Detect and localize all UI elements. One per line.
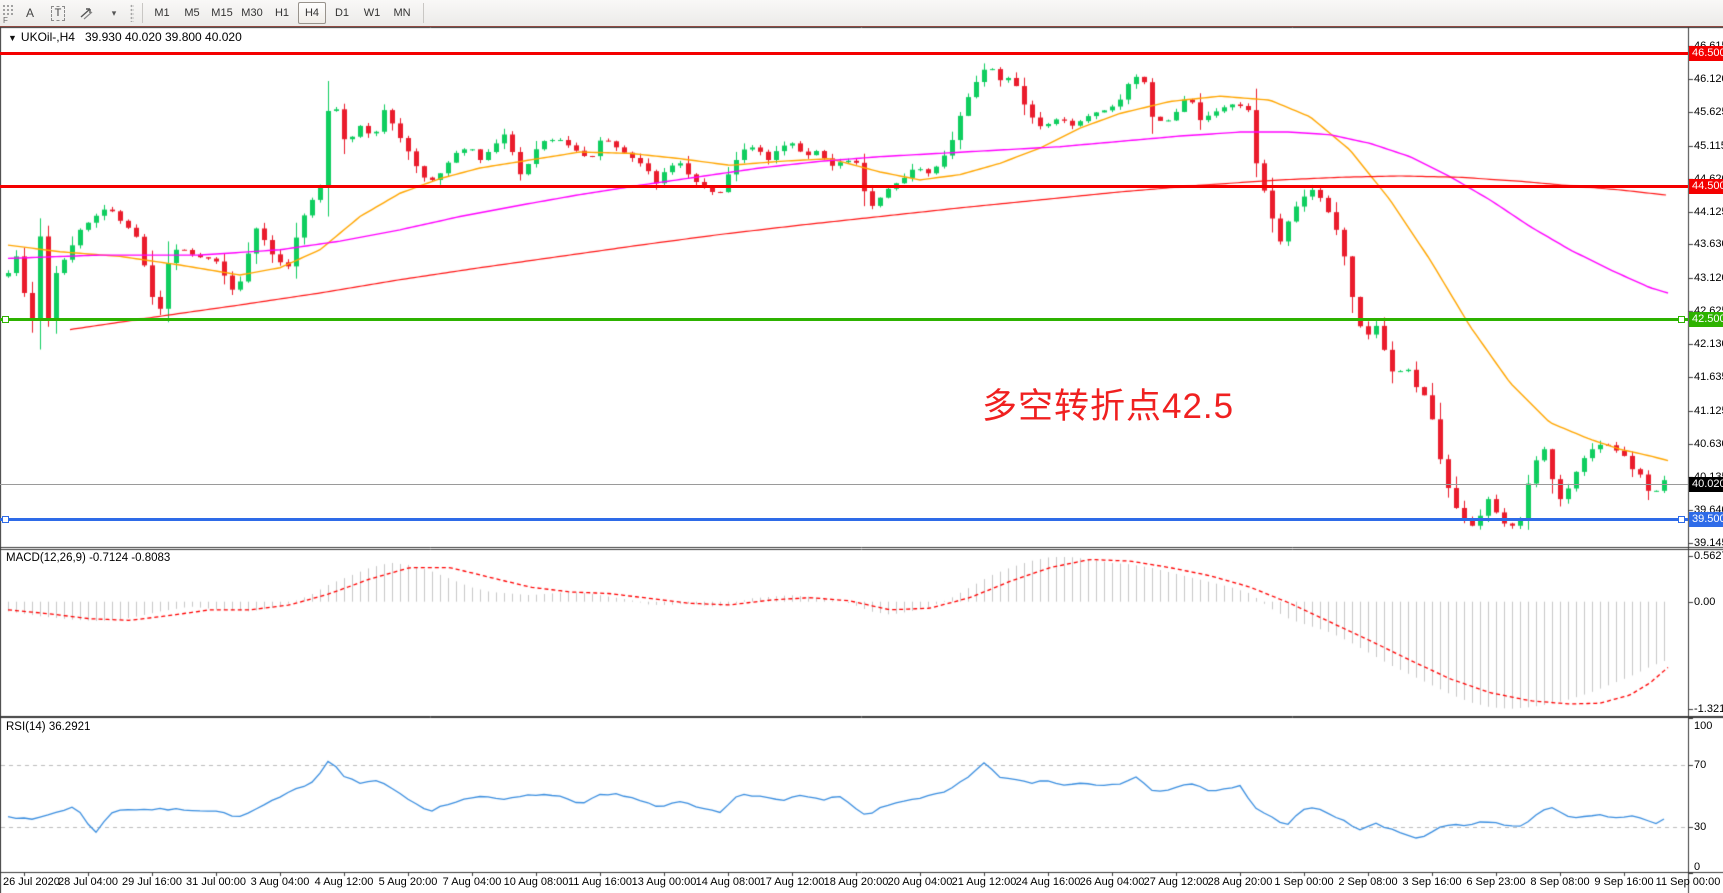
- date-axis-label: 20 Aug 04:00: [887, 876, 953, 888]
- timeframe-button-m15[interactable]: M15: [211, 7, 233, 19]
- price-chart-canvas[interactable]: [0, 27, 1723, 893]
- macd-indicator-label: MACD(12,26,9) -0.7124 -0.8083: [6, 552, 171, 564]
- price-axis-label: 43.120: [1694, 272, 1723, 285]
- double-arrow-icon: [80, 8, 92, 20]
- date-axis-label: 24 Aug 16:00: [1015, 876, 1081, 888]
- symbol-dropdown-icon[interactable]: ▼: [8, 33, 17, 43]
- level-line-resistance-46500[interactable]: [0, 52, 1688, 56]
- date-axis-label: 7 Aug 04:00: [442, 876, 502, 888]
- chart-text-annotation[interactable]: 多空转折点42.5: [982, 387, 1235, 426]
- timeframe-button-m5[interactable]: M5: [184, 7, 200, 19]
- date-axis-label: 27 Aug 12:00: [1143, 876, 1209, 888]
- chart-symbol-header[interactable]: ▼ UKOil-,H4 39.930 40.020 39.800 40.020: [8, 30, 242, 44]
- chart-window: ▼ UKOil-,H4 39.930 40.020 39.800 40.020 MA…: [0, 27, 1723, 893]
- date-axis-label: 9 Sep 16:00: [1594, 876, 1654, 888]
- timeframe-button-m1[interactable]: M1: [154, 7, 170, 19]
- level-badge-support-39500: 39.500: [1689, 511, 1723, 527]
- timeframe-button-h4[interactable]: H4: [298, 2, 326, 24]
- toolbar: F A T ▾ M1 M5 M15 M30 H1 H4 D1 W1 MN: [0, 0, 1723, 27]
- price-axis-label: 44.125: [1694, 205, 1723, 218]
- date-axis-label: 18 Aug 20:00: [823, 876, 889, 888]
- price-axis-label: 45.115: [1694, 139, 1723, 152]
- date-axis-label: 17 Aug 12:00: [759, 876, 825, 888]
- date-axis-label: 21 Aug 12:00: [951, 876, 1017, 888]
- date-axis-label: 14 Aug 08:00: [695, 876, 761, 888]
- date-axis-label: 8 Sep 08:00: [1530, 876, 1590, 888]
- date-axis-label: 31 Jul 00:00: [186, 876, 246, 888]
- text-label-button[interactable]: T: [46, 2, 70, 25]
- rsi-indicator-label: RSI(14) 36.2921: [6, 721, 91, 733]
- timeframe-button-w1[interactable]: W1: [363, 7, 381, 19]
- ohlc-values: 39.930 40.020 39.800 40.020: [84, 30, 242, 44]
- timeframe-button-h1[interactable]: H1: [274, 7, 290, 19]
- rsi-axis-label: 70: [1694, 758, 1707, 771]
- toolbar-group-handle[interactable]: [130, 4, 134, 22]
- date-axis-label: 3 Aug 04:00: [250, 876, 310, 888]
- date-axis-label: 28 Jul 04:00: [58, 876, 118, 888]
- date-axis-label: 6 Sep 23:00: [1466, 876, 1526, 888]
- symbol-period-label: UKOil-,H4: [20, 30, 75, 44]
- date-axis-label: 29 Jul 16:00: [122, 876, 182, 888]
- timeframe-button-mn[interactable]: MN: [393, 7, 411, 19]
- rsi-axis-label: 0: [1694, 861, 1701, 873]
- macd-axis-label: 0.5627: [1694, 550, 1723, 562]
- price-axis-label: 39.145: [1694, 536, 1723, 549]
- rsi-axis-label: 30: [1694, 820, 1707, 833]
- price-axis-label: 46.120: [1694, 72, 1723, 85]
- level-badge-pivot-42500: 42.500: [1689, 312, 1723, 328]
- level-badge-resistance-44500: 44.500: [1689, 179, 1723, 195]
- price-axis-label: 43.630: [1694, 238, 1723, 251]
- line-handle-right[interactable]: [1678, 515, 1685, 523]
- date-axis-label: 26 Jul 2020: [3, 876, 60, 888]
- current-price-line: [0, 484, 1688, 486]
- toolbar-drag-handle[interactable]: F: [2, 4, 16, 25]
- line-handle-left[interactable]: [2, 316, 9, 324]
- date-axis-label: 13 Aug 00:00: [631, 876, 697, 888]
- line-handle-right[interactable]: [1678, 316, 1685, 324]
- date-axis-label: 10 Aug 08:00: [503, 876, 569, 888]
- price-axis-label: 42.130: [1694, 338, 1723, 351]
- date-axis-label: 11 Aug 16:00: [567, 876, 633, 888]
- drag-dots-icon: [2, 4, 14, 16]
- timeframe-button-d1[interactable]: D1: [334, 7, 350, 19]
- annotate-text-button[interactable]: A: [25, 6, 34, 20]
- price-axis-label: 45.625: [1694, 105, 1723, 118]
- date-axis-label: 4 Aug 12:00: [314, 876, 374, 888]
- cursor-tools-button[interactable]: [74, 2, 98, 25]
- level-line-pivot-42500[interactable]: [0, 318, 1688, 322]
- timeframe-button-m30[interactable]: M30: [241, 7, 263, 19]
- price-axis-label: 40.630: [1694, 437, 1723, 450]
- date-axis-label: 1 Sep 00:00: [1274, 876, 1334, 888]
- toolbar-handle-label: F: [3, 16, 8, 25]
- date-axis-label: 3 Sep 16:00: [1402, 876, 1462, 888]
- level-badge-resistance-46500: 46.500: [1689, 46, 1723, 62]
- date-axis-label: 5 Aug 20:00: [378, 876, 438, 888]
- toolbar-separator: [423, 3, 424, 23]
- date-axis-label: 26 Aug 04:00: [1079, 876, 1145, 888]
- price-axis-label: 41.125: [1694, 405, 1723, 418]
- date-axis-label: 28 Aug 20:00: [1207, 876, 1273, 888]
- date-axis-label: 2 Sep 08:00: [1338, 876, 1398, 888]
- timeframe-group: M1 M5 M15 M30 H1 H4 D1 W1 MN: [147, 2, 417, 24]
- macd-axis-label: -1.3216: [1694, 702, 1723, 715]
- current-price-badge: 40.020: [1689, 476, 1723, 492]
- text-label-icon: T: [50, 5, 66, 21]
- rsi-axis-label: 100: [1694, 720, 1713, 732]
- price-axis-label: 41.635: [1694, 371, 1723, 384]
- level-line-resistance-44500[interactable]: [0, 185, 1688, 189]
- date-axis-label: 11 Sep 00:00: [1655, 876, 1721, 888]
- macd-axis-label: 0.00: [1694, 595, 1716, 608]
- line-handle-left[interactable]: [2, 515, 9, 523]
- level-line-support-39500[interactable]: [0, 517, 1688, 521]
- cursor-tools-dropdown-caret[interactable]: ▾: [111, 7, 117, 18]
- toolbar-separator: [142, 3, 143, 23]
